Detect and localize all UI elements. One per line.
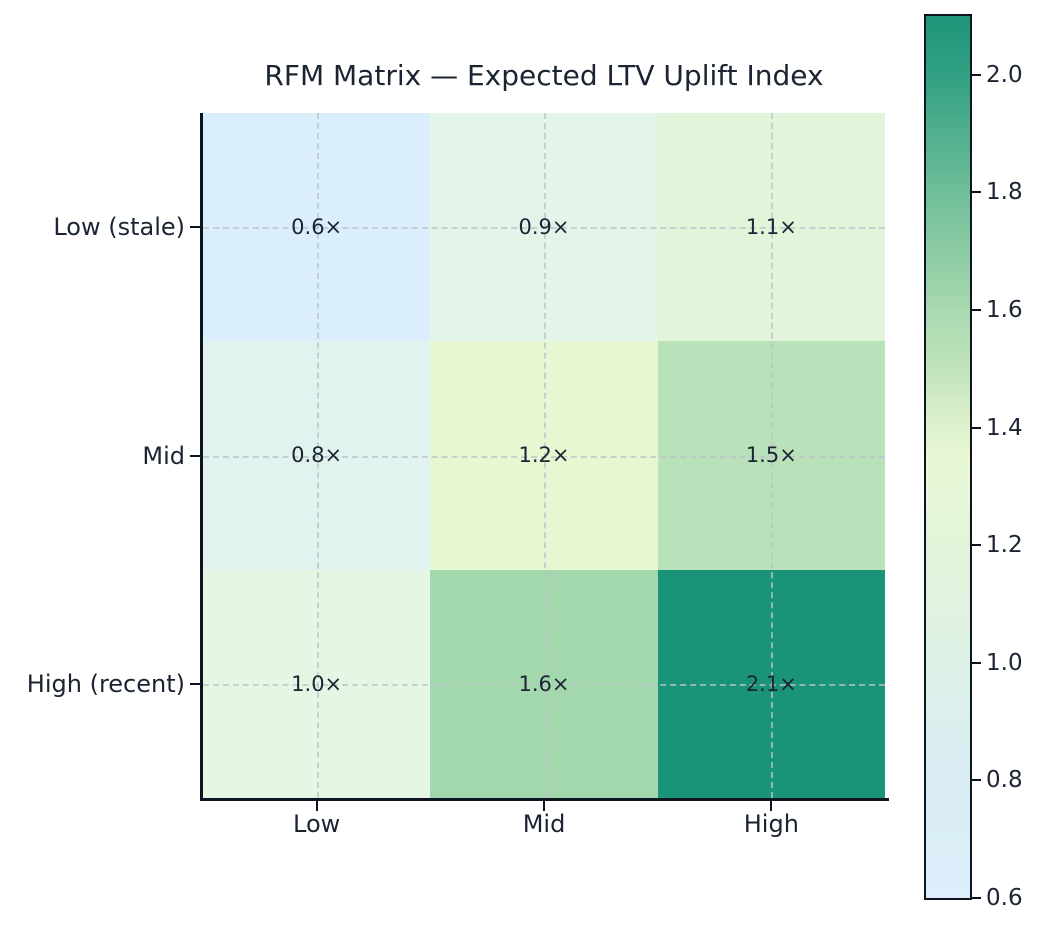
colorbar-tick-label: 0.8 xyxy=(986,767,1023,794)
y-tick-label: Mid xyxy=(142,441,185,470)
heatmap-cell-r1c1: 1.2× xyxy=(430,341,658,570)
cell-annotation: 1.1× xyxy=(745,215,797,240)
cell-annotation: 1.2× xyxy=(518,443,570,468)
colorbar-tick xyxy=(972,779,981,782)
colorbar-tick-label: 1.4 xyxy=(986,414,1023,441)
x-tick xyxy=(315,801,318,811)
heatmap-cell-r2c1: 1.6× xyxy=(430,569,658,798)
y-tick xyxy=(190,454,200,457)
chart-title: RFM Matrix — Expected LTV Uplift Index xyxy=(264,59,824,92)
heatmap-cell-r1c0: 0.8× xyxy=(203,341,431,570)
heatmap-plot-area: 0.6× 0.9× 1.1× 0.8× 1.2× 1.5× 1.0× 1.6× 2.1× Low… xyxy=(27,113,889,838)
cell-annotation: 1.5× xyxy=(745,443,797,468)
cell-annotation: 0.9× xyxy=(518,215,570,240)
heatmap-cell-r1c2: 1.5× xyxy=(657,341,885,570)
colorbar-tick xyxy=(972,73,981,76)
colorbar-tick xyxy=(972,426,981,429)
colorbar-tick xyxy=(972,308,981,311)
cell-annotation: 2.1× xyxy=(745,671,797,696)
cell-annotation: 0.8× xyxy=(291,443,343,468)
colorbar-tick-label: 1.6 xyxy=(986,296,1023,323)
x-tick-label: High xyxy=(743,810,799,838)
colorbar-tick-label: 1.0 xyxy=(986,649,1023,676)
colorbar-tick-label: 1.8 xyxy=(986,179,1023,206)
colorbar-tick-label: 1.2 xyxy=(986,532,1023,559)
y-tick-label: High (recent) xyxy=(26,669,185,698)
heatmap-cell-r2c2: 2.1× xyxy=(657,569,885,798)
cell-annotation: 1.0× xyxy=(291,671,343,696)
y-tick xyxy=(190,226,200,229)
x-axis-spine xyxy=(200,798,889,801)
x-tick xyxy=(770,801,773,811)
heatmap-cell-r0c2: 1.1× xyxy=(657,113,885,342)
colorbar-tick xyxy=(972,544,981,547)
colorbar-tick xyxy=(972,191,981,194)
colorbar-tick-label: 0.6 xyxy=(986,885,1023,911)
colorbar-tick-label: 2.0 xyxy=(986,61,1023,88)
heatmap-cell-r0c1: 0.9× xyxy=(430,113,658,342)
cell-annotation: 1.6× xyxy=(518,671,570,696)
y-axis-spine xyxy=(200,113,203,801)
y-tick-label: Low (stale) xyxy=(53,213,185,242)
colorbar: 2.0 1.8 1.6 1.4 1.2 1.0 0.8 0.6 xyxy=(924,14,1023,911)
colorbar-tick xyxy=(972,897,981,899)
x-tick xyxy=(543,801,545,811)
heatmap-cells: 0.6× 0.9× 1.1× 0.8× 1.2× 1.5× 1.0× 1.6× 2.1× xyxy=(203,113,885,798)
heatmap-cell-r0c0: 0.6× xyxy=(203,113,431,342)
x-tick-label: Mid xyxy=(522,810,566,838)
y-tick xyxy=(190,682,200,685)
x-tick-label: Low xyxy=(293,810,341,838)
cell-annotation: 0.6× xyxy=(291,215,343,240)
heatmap-cell-r2c0: 1.0× xyxy=(203,569,431,798)
colorbar-tick xyxy=(972,661,981,664)
